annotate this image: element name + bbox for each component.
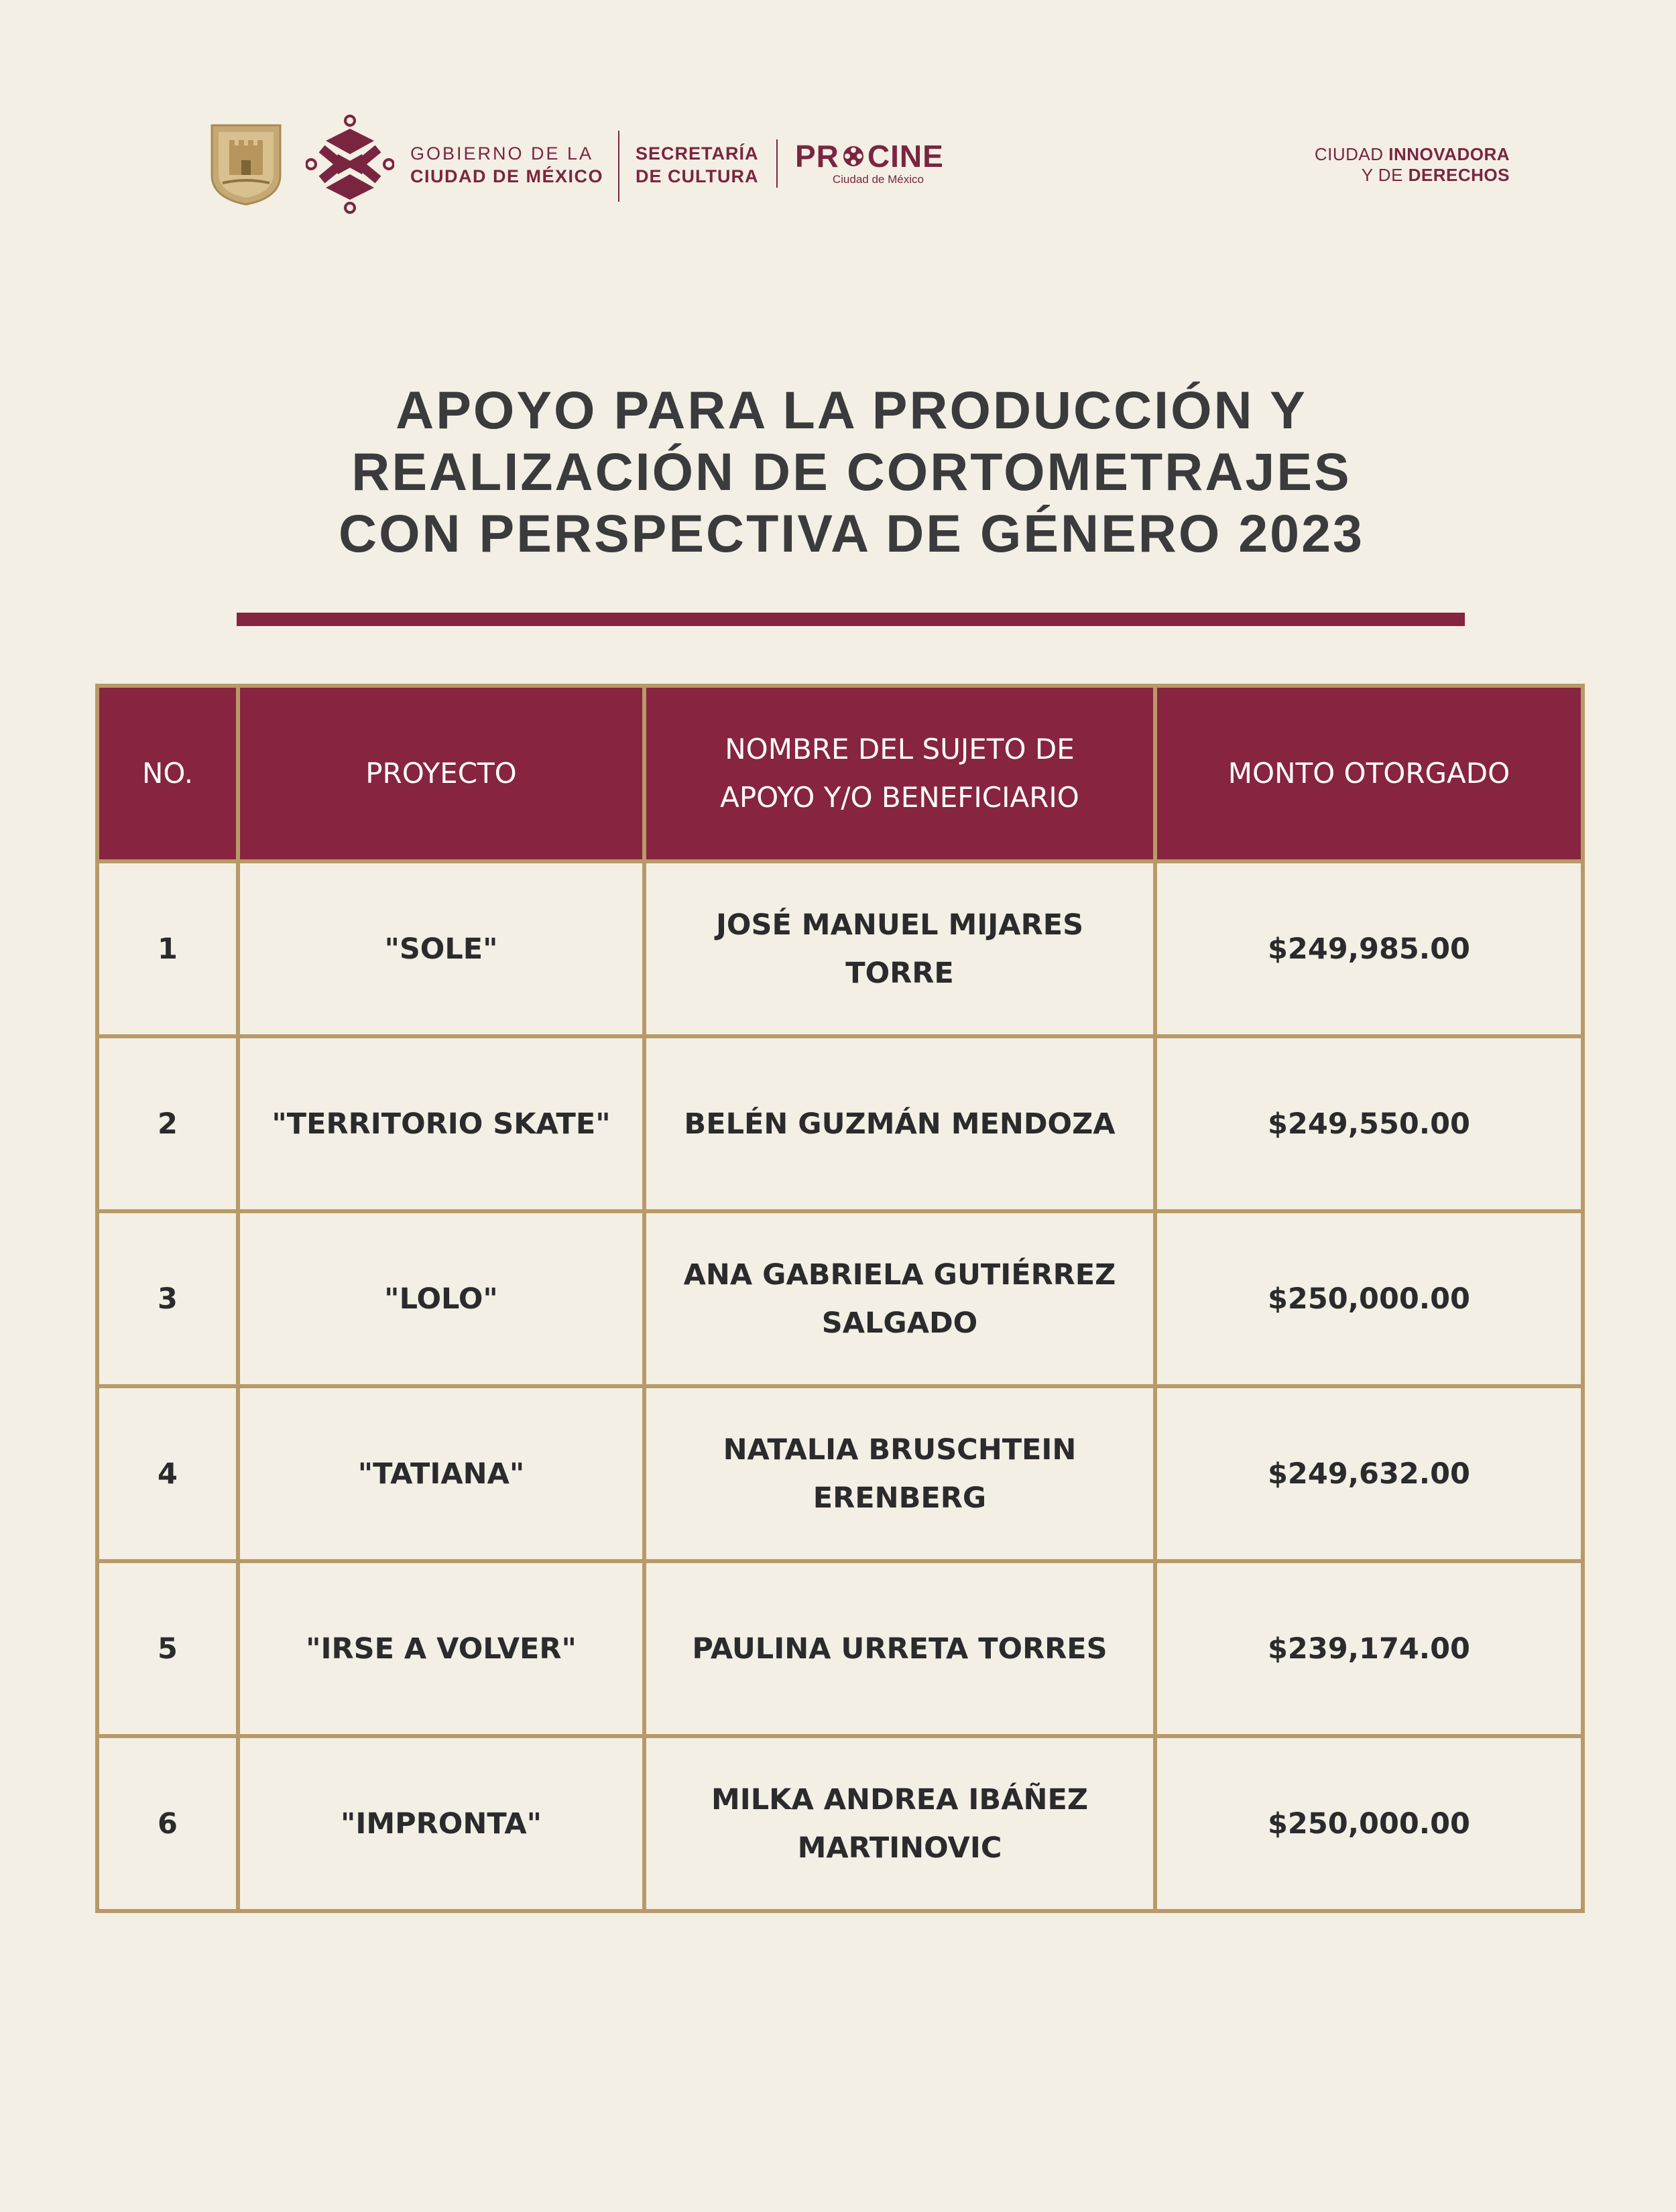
- row-nombre: PAULINA URRETA TORRES: [642, 1559, 1157, 1738]
- header-nombre-line1: NOMBRE DEL SUJETO DE: [725, 733, 1075, 765]
- row-nombre-line2: TORRE: [845, 956, 954, 990]
- page-header: GOBIERNO DE LA CIUDAD DE MÉXICO SECRETAR…: [0, 0, 1676, 228]
- slogan-ciudad: CIUDAD: [1314, 144, 1389, 164]
- row-proyecto: "IMPRONTA": [236, 1734, 646, 1913]
- table-row: 5 "IRSE A VOLVER" PAULINA URRETA TORRES …: [95, 1559, 1585, 1738]
- row-nombre-line2: MARTINOVIC: [797, 1831, 1002, 1865]
- table-row: 3 "LOLO" ANA GABRIELA GUTIÉRREZ SALGADO …: [95, 1209, 1585, 1388]
- header-no: NO.: [95, 684, 240, 863]
- sec-line1: SECRETARÍA: [636, 143, 759, 164]
- slogan-yde: Y DE: [1361, 165, 1409, 185]
- logo-divider: [618, 131, 619, 202]
- procine-text-b: CINE: [867, 139, 944, 174]
- slogan-derechos: DERECHOS: [1408, 165, 1510, 185]
- row-no: 6: [95, 1734, 240, 1913]
- gobierno-cdmx-logo-text: GOBIERNO DE LA CIUDAD DE MÉXICO: [410, 142, 603, 188]
- row-proyecto: "IRSE A VOLVER": [236, 1559, 646, 1738]
- row-no: 1: [95, 859, 240, 1038]
- table-row: 4 "TATIANA" NATALIA BRUSCHTEIN ERENBERG …: [95, 1384, 1585, 1563]
- secretaria-cultura-logo-text: SECRETARÍA DE CULTURA: [636, 142, 759, 188]
- title-line2: REALIZACIÓN DE CORTOMETRAJES: [351, 442, 1352, 501]
- row-monto: $239,174.00: [1153, 1559, 1585, 1738]
- row-monto: $249,985.00: [1153, 859, 1585, 1038]
- title-underline: [237, 613, 1465, 626]
- logo-divider: [776, 139, 778, 188]
- row-proyecto: "TATIANA": [236, 1384, 646, 1563]
- header-nombre: NOMBRE DEL SUJETO DE APOYO Y/O BENEFICIA…: [642, 684, 1157, 863]
- row-nombre: ANA GABRIELA GUTIÉRREZ SALGADO: [642, 1209, 1157, 1388]
- row-monto: $249,632.00: [1153, 1384, 1585, 1563]
- row-nombre-line1: MILKA ANDREA IBÁÑEZ: [711, 1782, 1089, 1817]
- row-monto: $250,000.00: [1153, 1734, 1585, 1913]
- gob-line2: CIUDAD DE MÉXICO: [410, 166, 604, 186]
- row-monto: $250,000.00: [1153, 1209, 1585, 1388]
- row-nombre-line1: ANA GABRIELA GUTIÉRREZ: [683, 1257, 1116, 1292]
- table-row: 2 "TERRITORIO SKATE" BELÉN GUZMÁN MENDOZ…: [95, 1034, 1585, 1213]
- gob-line1: GOBIERNO DE LA: [410, 143, 594, 164]
- row-nombre: MILKA ANDREA IBÁÑEZ MARTINOVIC: [642, 1734, 1157, 1913]
- table-header-row: NO. PROYECTO NOMBRE DEL SUJETO DE APOYO …: [95, 684, 1585, 863]
- awards-table: NO. PROYECTO NOMBRE DEL SUJETO DE APOYO …: [95, 684, 1585, 1913]
- title-line3: CON PERSPECTIVA DE GÉNERO 2023: [339, 503, 1364, 563]
- slogan-innovadora: INNOVADORA: [1388, 144, 1510, 164]
- procine-logo: PR CINE Ciudad de México: [795, 141, 944, 186]
- page-title: APOYO PARA LA PRODUCCIÓN Y REALIZACIÓN D…: [0, 379, 1676, 564]
- row-nombre-line2: SALGADO: [821, 1306, 978, 1340]
- coat-of-arms-icon: [211, 124, 282, 206]
- row-nombre-line1: NATALIA BRUSCHTEIN: [723, 1432, 1077, 1467]
- row-proyecto: "TERRITORIO SKATE": [236, 1034, 646, 1213]
- row-proyecto: "LOLO": [236, 1209, 646, 1388]
- slogan: CIUDAD INNOVADORA Y DE DERECHOS: [1315, 144, 1510, 186]
- row-nombre-line1: JOSÉ MANUEL MIJARES: [715, 908, 1084, 942]
- header-nombre-line2: APOYO Y/O BENEFICIARIO: [720, 781, 1079, 814]
- sec-line2: DE CULTURA: [636, 166, 759, 186]
- row-proyecto: "SOLE": [236, 859, 646, 1038]
- row-no: 2: [95, 1034, 240, 1213]
- row-nombre-line2: ERENBERG: [813, 1481, 987, 1515]
- row-nombre-line1: PAULINA URRETA TORRES: [692, 1632, 1108, 1666]
- header-proyecto: PROYECTO: [236, 684, 646, 863]
- row-no: 5: [95, 1559, 240, 1738]
- row-nombre-line1: BELÉN GUZMÁN MENDOZA: [684, 1107, 1116, 1141]
- procine-text-a: PR: [795, 139, 839, 174]
- header-monto: MONTO OTORGADO: [1153, 684, 1585, 863]
- table-row: 1 "SOLE" JOSÉ MANUEL MIJARES TORRE $249,…: [95, 859, 1585, 1038]
- film-reel-icon: [843, 146, 863, 166]
- row-nombre: JOSÉ MANUEL MIJARES TORRE: [642, 859, 1157, 1038]
- row-nombre: NATALIA BRUSCHTEIN ERENBERG: [642, 1384, 1157, 1563]
- procine-subtitle: Ciudad de México: [832, 173, 924, 186]
- row-monto: $249,550.00: [1153, 1034, 1585, 1213]
- row-no: 4: [95, 1384, 240, 1563]
- title-line1: APOYO PARA LA PRODUCCIÓN Y: [396, 380, 1307, 440]
- row-nombre: BELÉN GUZMÁN MENDOZA: [642, 1034, 1157, 1213]
- table-row: 6 "IMPRONTA" MILKA ANDREA IBÁÑEZ MARTINO…: [95, 1734, 1585, 1913]
- row-no: 3: [95, 1209, 240, 1388]
- cdmx-knot-icon: [306, 115, 394, 214]
